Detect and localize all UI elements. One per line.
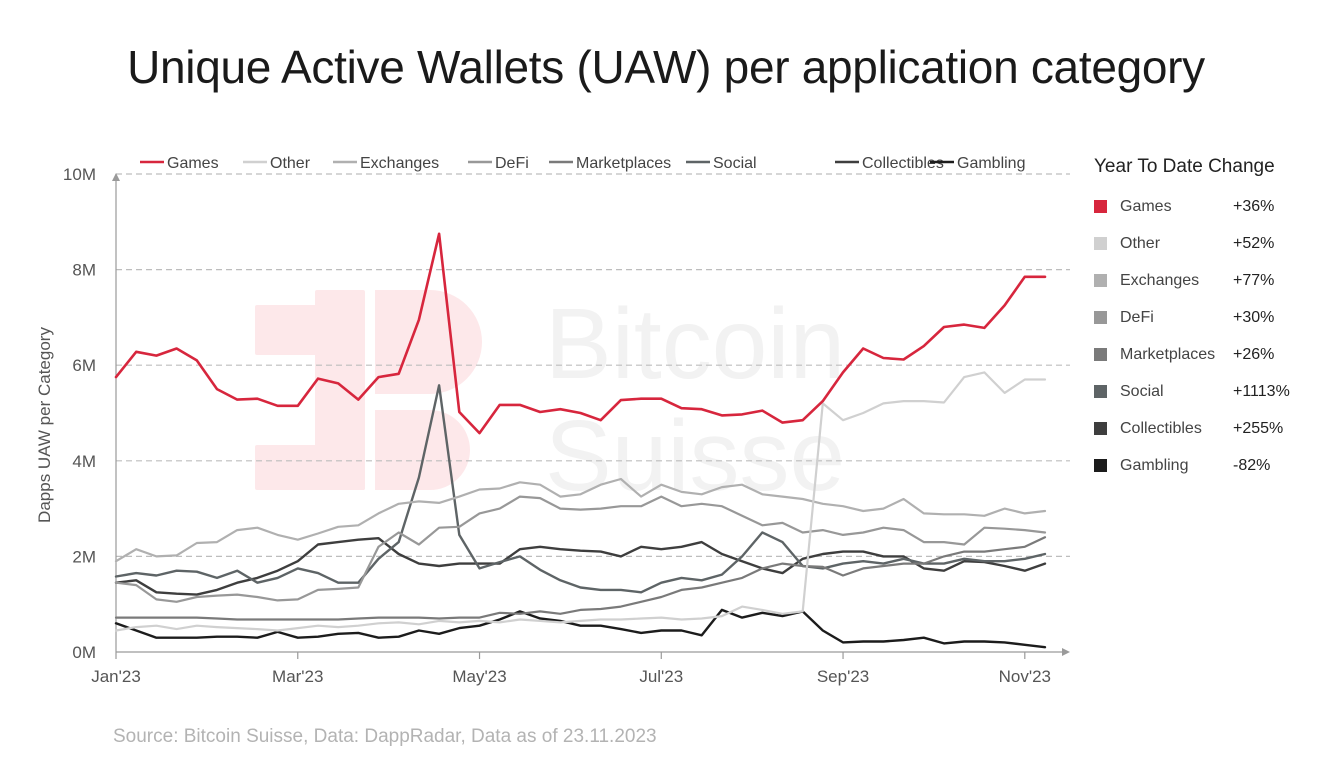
- legend-label: Exchanges: [360, 155, 439, 172]
- ytd-row: Gambling -82%: [1094, 447, 1324, 484]
- ytd-value: +26%: [1233, 345, 1275, 363]
- ytd-label: Games: [1120, 197, 1172, 215]
- series-line-other: [114, 371, 1047, 632]
- x-tick-label: Mar'23: [272, 667, 323, 686]
- ytd-label: Other: [1120, 234, 1161, 252]
- y-tick-label: 8M: [72, 261, 96, 280]
- ytd-row: Exchanges +77%: [1094, 262, 1324, 299]
- legend-label: Other: [270, 155, 311, 172]
- ytd-value: +36%: [1233, 197, 1275, 215]
- ytd-change-panel: Year To Date Change Games +36% Other +52% Ex…: [1094, 156, 1324, 484]
- series-line-exchanges: [114, 477, 1047, 563]
- ytd-row: Collectibles +255%: [1094, 410, 1324, 447]
- ytd-value: +30%: [1233, 308, 1275, 326]
- ytd-swatch: [1094, 385, 1107, 398]
- y-tick-label: 0M: [72, 643, 96, 662]
- series-line-marketplaces: [114, 536, 1047, 621]
- ytd-row: Other +52%: [1094, 225, 1324, 262]
- ytd-value: +52%: [1233, 234, 1275, 252]
- y-axis-arrow: [112, 173, 120, 181]
- series-line-games: [114, 232, 1047, 435]
- x-axis-arrow: [1062, 648, 1070, 656]
- series-line-collectibles: [114, 537, 1047, 596]
- series-line-gambling: [114, 608, 1047, 649]
- y-axis-label: Dapps UAW per Category: [35, 327, 54, 523]
- chart-title: Unique Active Wallets (UAW) per applicat…: [127, 41, 1205, 93]
- ytd-swatch: [1094, 348, 1107, 361]
- x-tick-label: Jul'23: [639, 667, 683, 686]
- watermark-logo: Bitcoin Suisse: [255, 288, 845, 512]
- ytd-row: Social +1113%: [1094, 373, 1324, 410]
- ytd-row: Games +36%: [1094, 188, 1324, 225]
- y-tick-label: 2M: [72, 547, 96, 566]
- x-tick-label: Nov'23: [999, 667, 1051, 686]
- ytd-label: Marketplaces: [1120, 345, 1216, 363]
- ytd-swatch: [1094, 311, 1107, 324]
- ytd-label: Exchanges: [1120, 271, 1200, 289]
- ytd-row: DeFi +30%: [1094, 299, 1324, 336]
- ytd-swatch: [1094, 459, 1107, 472]
- legend-label: Social: [713, 155, 757, 172]
- watermark-text-bitcoin: Bitcoin: [545, 288, 845, 400]
- series-line-defi: [114, 495, 1047, 603]
- ytd-swatch: [1094, 237, 1107, 250]
- ytd-value: +1113%: [1233, 382, 1290, 400]
- x-tick-label: May'23: [452, 667, 506, 686]
- y-tick-label: 10M: [63, 165, 96, 184]
- ytd-value: -82%: [1233, 456, 1271, 474]
- legend-label: DeFi: [495, 155, 529, 172]
- ytd-label: Gambling: [1120, 456, 1189, 474]
- series-line-social: [114, 384, 1047, 594]
- x-tick-label: Sep'23: [817, 667, 869, 686]
- legend-label: Gambling: [957, 155, 1025, 172]
- ytd-swatch: [1094, 422, 1107, 435]
- ytd-label: DeFi: [1120, 308, 1154, 326]
- legend-label: Collectibles: [862, 155, 944, 172]
- legend-label: Marketplaces: [576, 155, 671, 172]
- y-tick-label: 4M: [72, 452, 96, 471]
- ytd-value: +77%: [1233, 271, 1275, 289]
- legend-label: Games: [167, 155, 219, 172]
- source-note: Source: Bitcoin Suisse, Data: DappRadar,…: [113, 726, 657, 747]
- ytd-label: Collectibles: [1120, 419, 1202, 437]
- ytd-title: Year To Date Change: [1094, 156, 1275, 177]
- y-tick-label: 6M: [72, 356, 96, 375]
- ytd-row: Marketplaces +26%: [1094, 336, 1324, 373]
- ytd-value: +255%: [1233, 419, 1284, 437]
- ytd-label: Social: [1120, 382, 1164, 400]
- x-tick-label: Jan'23: [91, 667, 141, 686]
- ytd-swatch: [1094, 274, 1107, 287]
- ytd-swatch: [1094, 200, 1107, 213]
